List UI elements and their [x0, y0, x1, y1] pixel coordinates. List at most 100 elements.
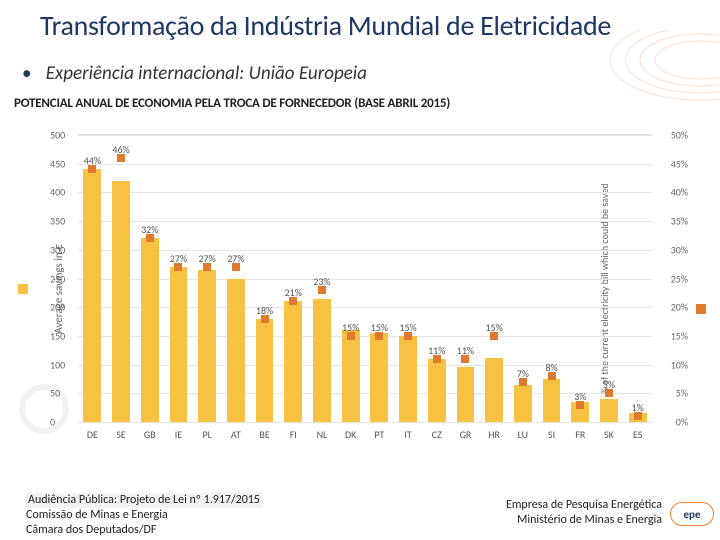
bar: [428, 359, 446, 422]
pct-label: 23%: [313, 275, 330, 288]
y-left-tick: 250: [50, 272, 65, 285]
bar: [170, 267, 188, 422]
footer-left-line2: Comissão de Minas e Energia: [26, 508, 262, 523]
y-right-tick: 10%: [671, 358, 688, 371]
bar: [543, 379, 561, 422]
x-category-label: IE: [175, 428, 182, 441]
y-left-axis-label: Average savings in €: [52, 244, 65, 333]
y-left-tick: 450: [50, 157, 65, 170]
plot-area: 0501001502002503003504004505000%5%10%15%…: [78, 134, 652, 422]
footer-right-line2: Ministério de Minas e Energia: [506, 513, 662, 528]
x-category-label: PT: [374, 428, 384, 441]
pct-label: 15%: [485, 321, 502, 334]
pct-label: 11%: [428, 344, 445, 357]
pct-label: 27%: [227, 252, 244, 265]
y-left-tick: 150: [50, 329, 65, 342]
y-right-tick: 15%: [671, 329, 688, 342]
bar-legend-swatch: [18, 284, 28, 294]
subtitle-text: Experiência internacional: União Europei…: [46, 62, 367, 85]
pct-label: 15%: [342, 321, 359, 334]
x-category-label: IT: [404, 428, 411, 441]
footer-left: Audiência Pública: Projeto de Lei nº 1.9…: [26, 493, 262, 538]
y-right-tick: 30%: [671, 243, 688, 256]
x-category-label: FI: [290, 428, 297, 441]
x-category-label: SI: [548, 428, 555, 441]
bar: [256, 319, 274, 422]
bar: [83, 169, 101, 422]
y-left-tick: 300: [50, 243, 65, 256]
grid-line: [78, 422, 652, 423]
x-category-label: PL: [202, 428, 211, 441]
y-right-tick: 35%: [671, 215, 688, 228]
bar: [198, 270, 216, 422]
footer-right: Empresa de Pesquisa Energética Ministéri…: [506, 498, 662, 528]
x-category-label: GB: [144, 428, 156, 441]
bar: [600, 399, 618, 422]
x-category-label: LU: [518, 428, 528, 441]
slide-subtitle: • Experiência internacional: União Europ…: [22, 62, 367, 85]
y-right-tick: 25%: [671, 272, 688, 285]
y-right-tick: 45%: [671, 157, 688, 170]
bar: [485, 358, 503, 422]
bar: [284, 301, 302, 422]
pct-label: 11%: [457, 344, 474, 357]
grid-line: [78, 279, 652, 280]
y-left-tick: 200: [50, 301, 65, 314]
bar: [141, 238, 159, 422]
grid-line: [78, 164, 652, 165]
x-category-label: BE: [259, 428, 269, 441]
y-left-tick: 500: [50, 129, 65, 142]
pct-label: 3%: [574, 390, 586, 403]
bar: [342, 330, 360, 422]
pct-label: 27%: [198, 252, 215, 265]
pct-label: 15%: [399, 321, 416, 334]
x-category-label: FR: [575, 428, 585, 441]
bar: [514, 385, 532, 422]
pct-label: 8%: [545, 361, 557, 374]
bullet-icon: •: [22, 62, 31, 85]
x-category-label: SK: [604, 428, 614, 441]
grid-line: [78, 192, 652, 193]
x-category-label: CZ: [432, 428, 442, 441]
grid-line: [78, 307, 652, 308]
background-watermark-icon: [14, 374, 74, 444]
bar: [457, 367, 475, 422]
footer-right-line1: Empresa de Pesquisa Energética: [506, 498, 662, 513]
pct-label: 44%: [84, 154, 101, 167]
y-left-tick: 100: [50, 358, 65, 371]
bar: [370, 333, 388, 422]
y-right-tick: 5%: [676, 387, 688, 400]
pct-label: 46%: [112, 143, 129, 156]
x-category-label: AT: [231, 428, 241, 441]
bar: [227, 279, 245, 423]
x-category-label: HR: [488, 428, 500, 441]
y-right-tick: 50%: [671, 129, 688, 142]
marker-legend-swatch: [696, 304, 706, 314]
pct-label: 32%: [141, 223, 158, 236]
pct-label: 27%: [170, 252, 187, 265]
bar: [399, 336, 417, 422]
pct-label: 21%: [285, 287, 302, 300]
footer-left-line1: Audiência Pública: Projeto de Lei nº 1.9…: [26, 493, 262, 508]
pct-label: 18%: [256, 304, 273, 317]
pct-label: 15%: [371, 321, 388, 334]
y-right-tick: 20%: [671, 301, 688, 314]
chart-caption: POTENCIAL ANUAL DE ECONOMIA PELA TROCA D…: [14, 96, 450, 111]
grid-line: [78, 365, 652, 366]
x-category-label: ES: [633, 428, 642, 441]
epe-logo: epe: [670, 502, 714, 526]
grid-line: [78, 135, 652, 136]
bar: [313, 299, 331, 422]
grid-line: [78, 250, 652, 251]
grid-line: [78, 336, 652, 337]
x-category-label: DK: [345, 428, 356, 441]
grid-line: [78, 221, 652, 222]
x-category-label: NL: [317, 428, 328, 441]
bar: [112, 181, 130, 422]
footer-left-line3: Câmara dos Deputados/DF: [26, 523, 262, 538]
pct-label: 7%: [517, 367, 529, 380]
x-category-label: DE: [87, 428, 98, 441]
slide-footer: Audiência Pública: Projeto de Lei nº 1.9…: [0, 484, 720, 540]
x-category-label: GR: [460, 428, 472, 441]
y-right-tick: 40%: [671, 186, 688, 199]
